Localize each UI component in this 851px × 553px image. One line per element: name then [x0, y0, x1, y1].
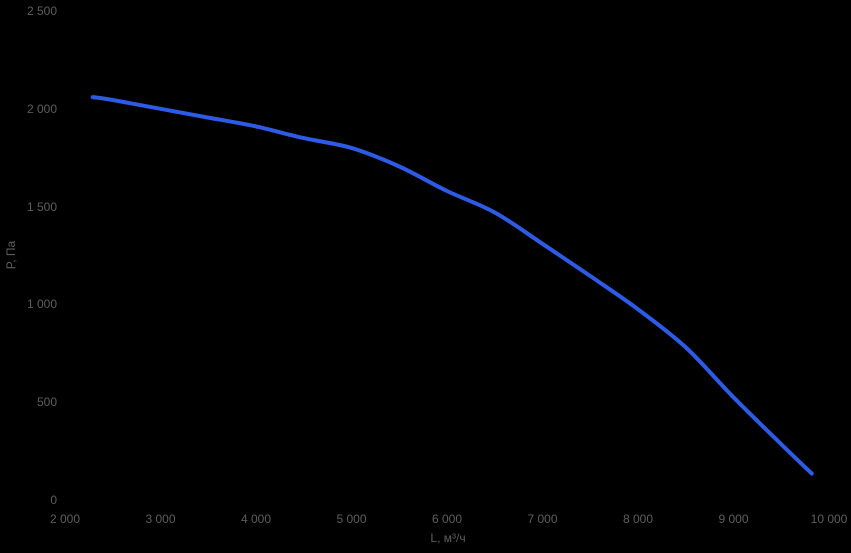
x-tick-label: 6 000: [431, 512, 463, 526]
pressure-flow-curve: [90, 95, 814, 476]
x-tick-label: 2 000: [49, 512, 81, 526]
x-tick-label: 10 000: [810, 512, 848, 526]
y-tick-label: 1 000: [26, 297, 57, 312]
x-tick-label: 5 000: [336, 512, 367, 526]
y-tick-label: 500: [36, 395, 57, 410]
y-tick-label: 1 500: [26, 199, 57, 214]
x-tick-label: 9 000: [718, 512, 749, 526]
y-tick-label: 2 500: [26, 4, 57, 18]
x-tick-label: 7 000: [527, 512, 558, 526]
y-tick-label: 2 000: [26, 101, 57, 116]
x-tick-label: 8 000: [622, 512, 654, 526]
x-tick-label: 4 000: [240, 512, 272, 526]
y-tick-label: 0: [50, 493, 57, 507]
x-axis-title: L, м³/ч: [430, 531, 466, 545]
y-axis-title: P, Па: [4, 240, 18, 270]
x-tick-label: 3 000: [145, 512, 176, 526]
